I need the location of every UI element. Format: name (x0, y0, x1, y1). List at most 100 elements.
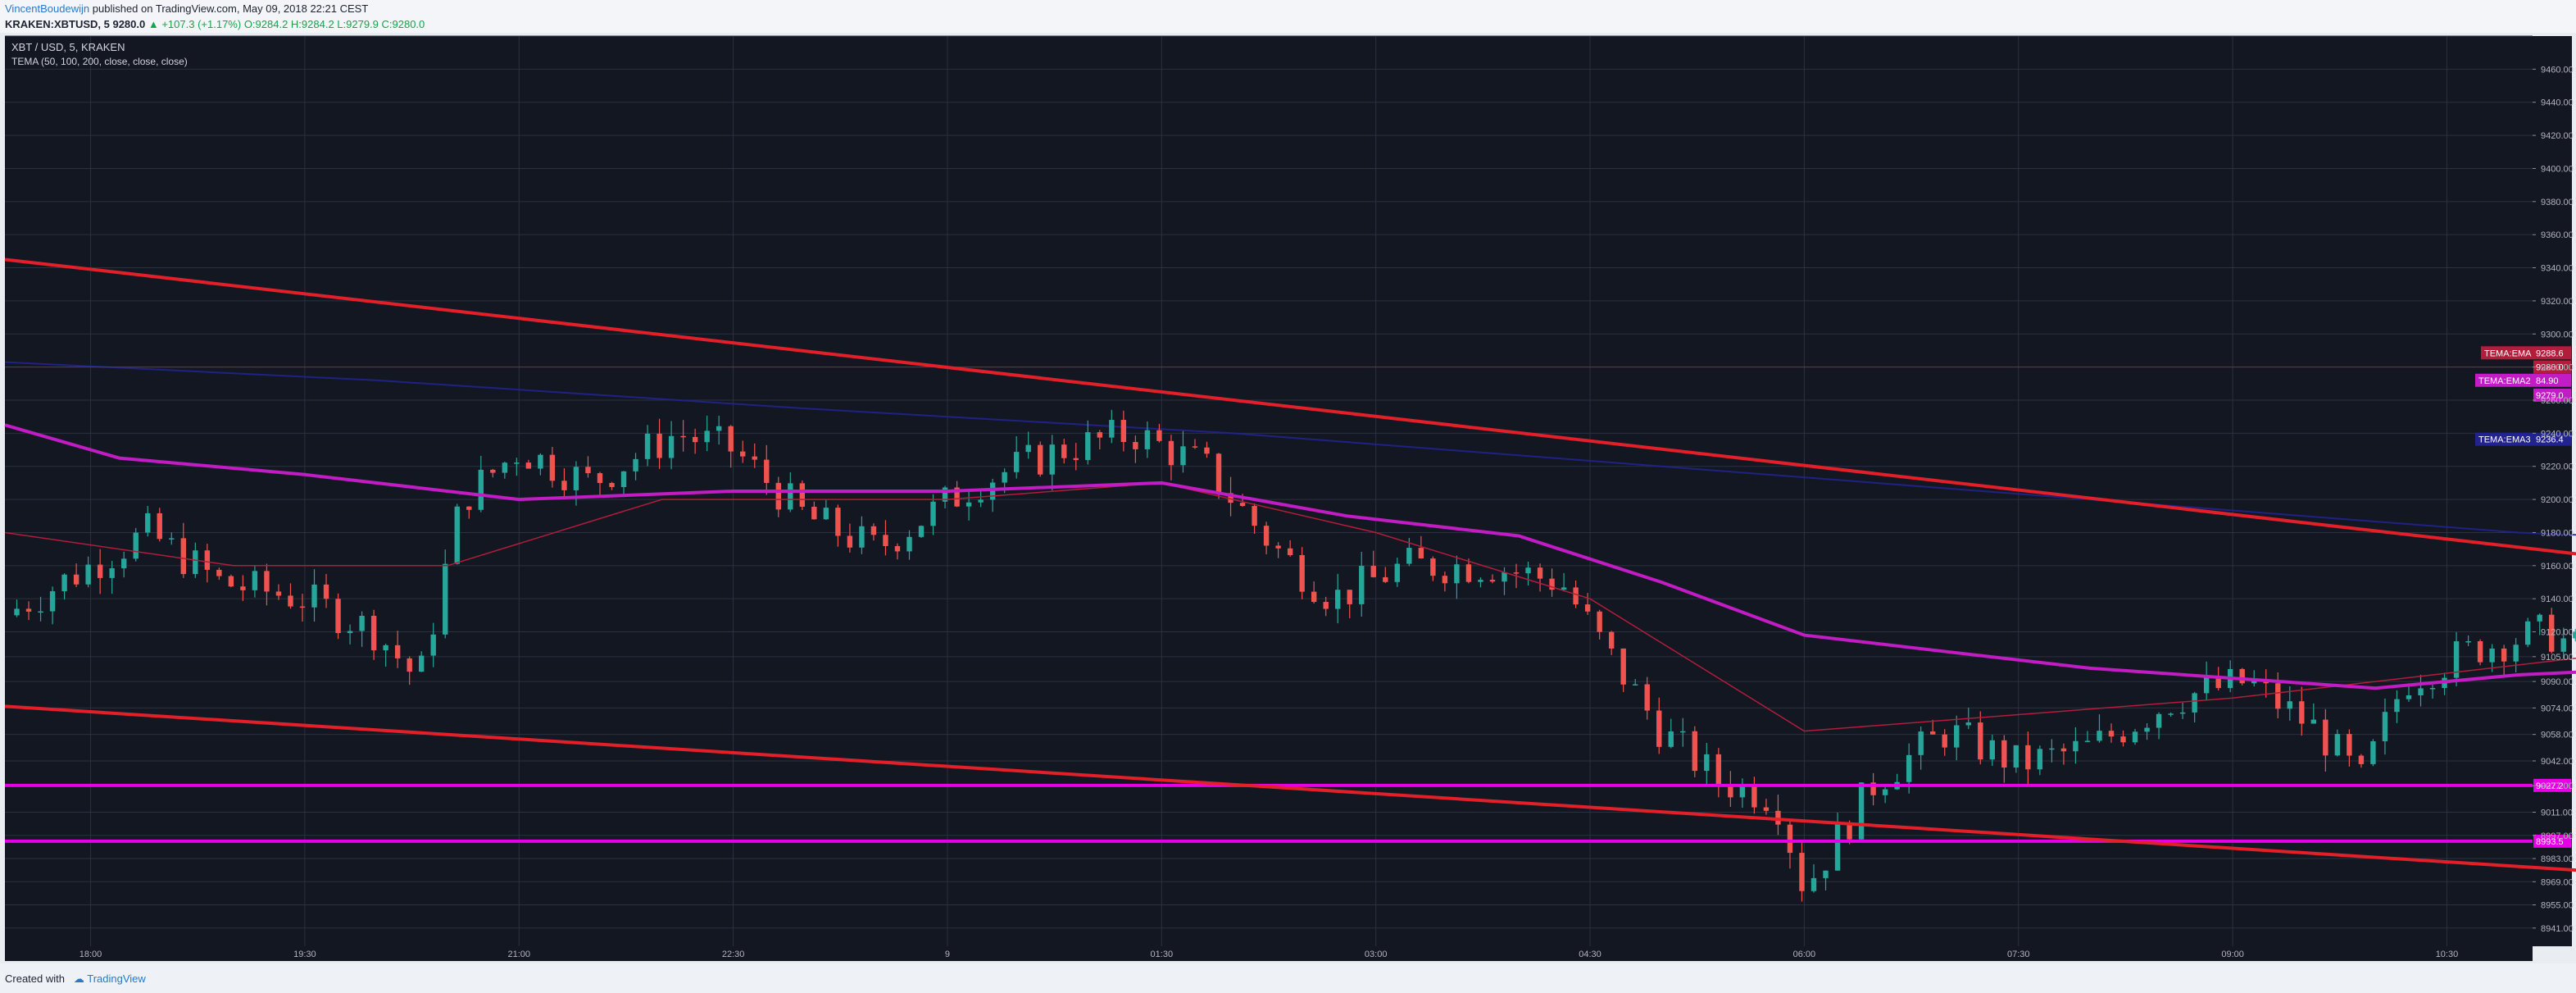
symbol: KRAKEN:XBTUSD, 5 (5, 18, 110, 30)
y-tick-label: 9180.00 (2541, 528, 2574, 538)
candle-body (335, 599, 341, 634)
candle-body (965, 502, 972, 507)
candle-body (1608, 631, 1615, 649)
price-tag-name-box (2481, 346, 2533, 360)
candle-body (1882, 789, 1888, 795)
candle-body (454, 506, 460, 564)
price-tag (2533, 346, 2571, 360)
candle-body (1287, 548, 1293, 555)
x-tick-label: 07:30 (2007, 950, 2030, 959)
candle-body (1394, 563, 1401, 582)
candle-body (1739, 784, 1746, 798)
candle-body (133, 532, 139, 559)
y-tick-label: 9160.00 (2541, 562, 2574, 572)
candle-body (193, 550, 198, 575)
candle-body (2489, 648, 2495, 663)
candle-body (870, 526, 877, 535)
candle-body (1133, 442, 1138, 449)
candle-body (1870, 782, 1876, 795)
candle-body (1347, 590, 1352, 604)
y-tick-label: 9105.00 (2541, 653, 2574, 663)
candle-body (2549, 614, 2555, 652)
candle-body (109, 568, 115, 578)
candle-body (2275, 683, 2281, 709)
candle-body (514, 462, 520, 464)
candle-body (1656, 710, 1662, 747)
candle-body (2156, 713, 2162, 728)
candle-body (2013, 745, 2019, 768)
price-axis[interactable] (2533, 36, 2572, 946)
candle-body (1573, 587, 1579, 605)
y-tick-label: 9420.00 (2541, 131, 2574, 141)
created-with-text: Created with (5, 973, 65, 985)
candle-body (2429, 688, 2436, 690)
y-tick-label: 8969.00 (2541, 877, 2574, 887)
x-tick-label: 03:00 (1365, 950, 1388, 959)
price-tag (2533, 834, 2571, 848)
price-chart[interactable]: left shoulderheadright shoulder9k9288.6T… (0, 33, 2576, 963)
author-link[interactable]: VincentBoudewijn (5, 2, 90, 15)
candle-body (1728, 784, 1733, 798)
candle-body (1013, 452, 1020, 472)
candle-body (930, 501, 936, 526)
candles-layer (14, 409, 2576, 902)
candle-body (216, 569, 222, 576)
candle-body (204, 550, 211, 570)
candle-body (1942, 734, 1947, 748)
x-tick-label: 10:30 (2436, 950, 2459, 959)
candle-body (1692, 731, 1698, 772)
candle-body (2524, 621, 2531, 645)
candle-body (370, 615, 377, 651)
candle-body (811, 507, 817, 520)
candle-body (1442, 576, 1448, 584)
candle-body (1989, 740, 1996, 760)
candle-body (288, 595, 293, 607)
candle-body (2358, 755, 2365, 764)
price-tag (2533, 778, 2571, 792)
candle-body (668, 435, 675, 458)
y-tick-label: 9011.00 (2541, 809, 2573, 818)
time-axis-labels: 18:00 19:30 21:00 22:30 9 01:30 03:00 04:30 06:0… (80, 950, 2458, 959)
candle-body (1299, 554, 1305, 592)
candle-body (1620, 648, 1626, 685)
candle-body (145, 512, 151, 533)
price-tag-value: 9279.0 (2536, 391, 2564, 401)
price-tag-value: 84.90 (2536, 376, 2559, 386)
candle-body (1180, 446, 1186, 466)
candle-body (2334, 734, 2341, 756)
candle-body (2084, 740, 2091, 742)
time-axis[interactable] (5, 946, 2533, 961)
candle-body (1799, 853, 1805, 891)
candle-body (1954, 725, 1960, 748)
candle-body (1549, 578, 1555, 590)
plot-area[interactable] (5, 36, 2533, 946)
candle-body (2168, 713, 2174, 715)
footer-bar: Created with ☁ TradingView (0, 963, 2576, 993)
candle-body (252, 571, 258, 590)
candle-body (157, 512, 162, 540)
x-tick-label: 19:30 (293, 950, 316, 959)
candle-body (2144, 727, 2150, 732)
candle-body (1478, 580, 1483, 582)
price-tag-name: TEMA:EMA2 (2478, 376, 2531, 386)
y-tick-label: 8983.00 (2541, 854, 2574, 864)
candle-body (1061, 444, 1067, 458)
y-tick-label: 9460.00 (2541, 65, 2574, 75)
candle-body (775, 482, 781, 510)
tradingview-link[interactable]: TradingView (87, 973, 146, 985)
candle-body (1049, 444, 1055, 475)
candle-body (2560, 638, 2566, 652)
y-tick-label: 9074.00 (2541, 704, 2574, 713)
candle-body (1192, 446, 1198, 448)
candle-body (478, 469, 484, 510)
candle-body (228, 576, 234, 587)
candle-body (823, 508, 829, 520)
candle-body (2203, 677, 2210, 694)
candle-body (407, 658, 412, 672)
candle-body (1144, 430, 1151, 449)
y-tick-label: 8955.00 (2541, 901, 2574, 911)
ohlc-values: O:9284.2 H:9284.2 L:9279.9 C:9280.0 (243, 18, 425, 30)
candle-body (38, 611, 43, 613)
drawings-layer: left shoulderheadright shoulder9k9288.6T… (4, 257, 2576, 872)
candle-body (716, 426, 722, 431)
